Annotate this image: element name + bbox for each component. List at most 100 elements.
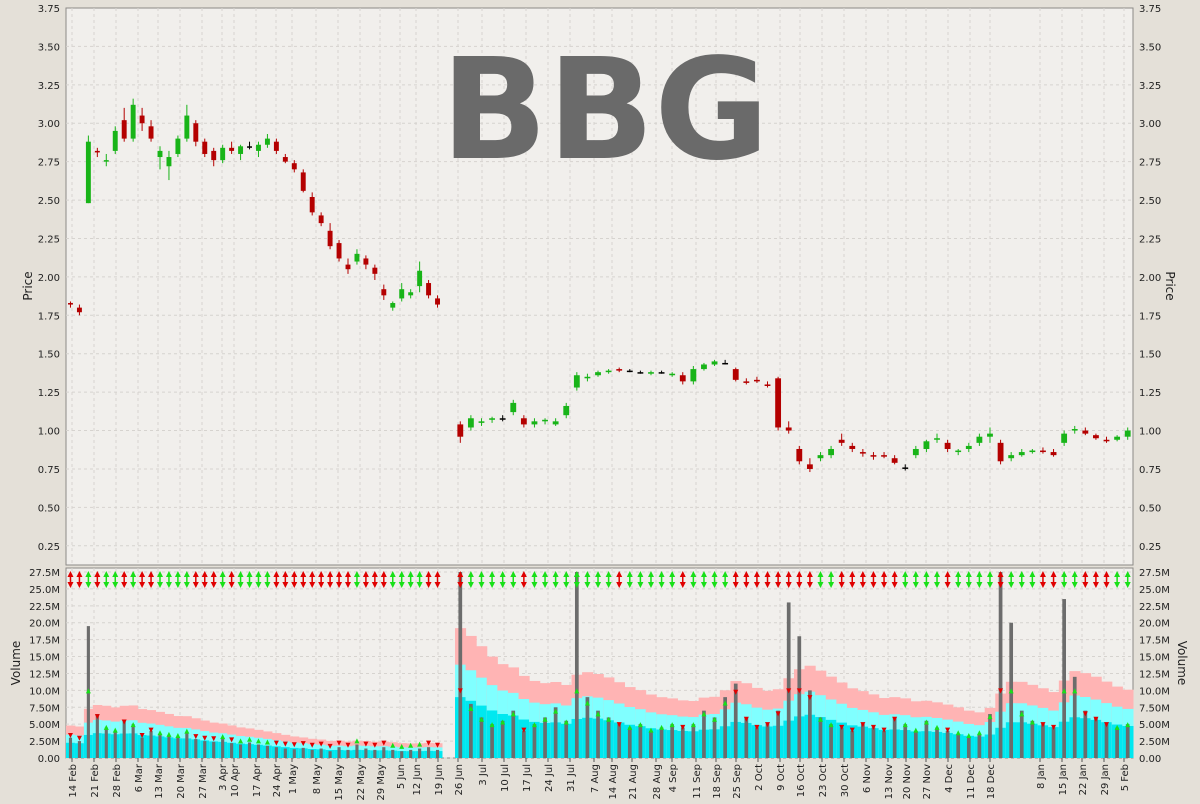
price-tick-label: 1.50 xyxy=(38,350,60,361)
signal-marker-down-arrow xyxy=(849,582,856,588)
signal-marker-down-arrow xyxy=(658,582,665,588)
volume-bar xyxy=(479,717,484,758)
date-tick-label: 4 Sep xyxy=(668,764,679,792)
signal-marker-down-arrow xyxy=(165,582,172,588)
signal-marker xyxy=(166,731,172,737)
signal-marker-down-arrow xyxy=(362,582,369,588)
candle-body xyxy=(701,364,707,370)
date-tick-label: 27 Nov xyxy=(922,764,933,800)
candle-body xyxy=(987,433,993,437)
signal-marker xyxy=(913,727,919,733)
signal-marker xyxy=(130,722,136,728)
signal-marker xyxy=(743,716,749,722)
price-tick-label: 3.50 xyxy=(1139,42,1161,53)
volume-bar xyxy=(355,744,359,758)
date-tick-label: 20 Nov xyxy=(902,764,913,800)
signal-marker-down-arrow xyxy=(1018,582,1025,588)
date-tick-label: 5 Jun xyxy=(396,764,407,789)
price-tick-label: 2.25 xyxy=(38,234,60,245)
signal-marker-up-arrow xyxy=(1092,571,1099,577)
signal-marker-down-arrow xyxy=(669,582,676,588)
signal-marker-down-arrow xyxy=(976,582,983,588)
candle-body xyxy=(934,438,940,440)
signal-marker-down-arrow xyxy=(785,582,792,588)
volume-bar xyxy=(149,730,153,758)
price-axis-label-left: Price xyxy=(21,271,35,300)
signal-marker xyxy=(680,724,686,730)
candle-body xyxy=(616,369,623,371)
signal-marker-up-arrow xyxy=(955,571,962,577)
volume-bar xyxy=(194,739,198,758)
candle-body xyxy=(130,104,136,139)
date-axis: 14 Feb 21 Feb 28 Feb 6 Mar 13 Mar 20 Mar 27 Ma… xyxy=(68,758,1131,801)
candle-body xyxy=(202,141,208,154)
price-tick-label: 0.25 xyxy=(1139,542,1161,553)
signal-marker xyxy=(489,722,495,728)
volume-bar xyxy=(977,734,982,758)
signal-marker xyxy=(712,716,718,722)
date-tick-label: 14 Feb xyxy=(68,764,79,798)
signal-marker-down-arrow xyxy=(300,582,307,588)
signal-marker-up-arrow xyxy=(291,571,298,577)
candle-body xyxy=(478,421,485,423)
volume-bar xyxy=(158,734,162,758)
signal-marker-up-arrow xyxy=(489,571,496,577)
signal-marker-down-arrow xyxy=(563,582,570,588)
volume-bar xyxy=(829,724,833,758)
signal-marker-up-arrow xyxy=(425,571,432,577)
signal-marker-up-arrow xyxy=(849,571,856,577)
volume-tick-label: 15.0M xyxy=(1139,653,1170,664)
volume-bar xyxy=(574,572,579,758)
candle-body xyxy=(426,283,432,296)
candle-body xyxy=(584,376,591,379)
signal-marker xyxy=(945,727,951,733)
signal-marker-up-arrow xyxy=(902,571,909,577)
signal-marker-down-arrow xyxy=(679,582,686,588)
signal-marker-up-arrow xyxy=(912,571,919,577)
volume-bar xyxy=(1104,724,1109,758)
signal-marker xyxy=(786,688,792,694)
date-tick-label: 15 Jan xyxy=(1058,764,1069,795)
candle-body xyxy=(399,289,405,299)
volume-bar xyxy=(212,741,216,758)
signal-marker-down-arrow xyxy=(94,582,101,588)
volume-bar xyxy=(744,717,749,758)
signal-marker-up-arrow xyxy=(398,571,405,577)
signal-marker-down-arrow xyxy=(1050,582,1057,588)
signal-marker-up-arrow xyxy=(573,571,580,577)
signal-marker-up-arrow xyxy=(828,571,835,577)
signal-marker-down-arrow xyxy=(336,582,343,588)
signal-marker-down-arrow xyxy=(859,582,866,588)
signal-marker xyxy=(381,740,387,746)
signal-marker-down-arrow xyxy=(1114,582,1121,588)
signal-marker-up-arrow xyxy=(616,571,623,577)
volume-bar xyxy=(627,727,632,758)
volume-bar xyxy=(230,743,234,758)
signal-marker xyxy=(148,727,154,733)
signal-marker-up-arrow xyxy=(282,571,289,577)
signal-marker-up-arrow xyxy=(690,571,697,577)
date-tick-label: 21 Feb xyxy=(90,764,101,798)
date-tick-label: 5 Feb xyxy=(1120,764,1131,791)
candle-body xyxy=(944,442,951,449)
date-tick-label: 13 Nov xyxy=(884,764,895,800)
candle-body xyxy=(327,230,333,247)
signal-marker-down-arrow xyxy=(965,582,972,588)
candle-body xyxy=(68,303,73,305)
volume-bar xyxy=(564,720,569,758)
signal-marker-up-arrow xyxy=(148,571,155,577)
signal-marker-up-arrow xyxy=(891,571,898,577)
volume-bar xyxy=(95,714,99,758)
signal-marker xyxy=(157,730,163,736)
signal-marker xyxy=(966,733,972,739)
signal-marker-up-arrow xyxy=(1082,571,1089,577)
signal-marker-down-arrow xyxy=(722,582,729,588)
candle-body xyxy=(838,439,845,443)
signal-marker-down-arrow xyxy=(345,582,351,588)
signal-marker-down-arrow xyxy=(542,582,549,588)
signal-marker xyxy=(468,705,474,711)
signal-marker xyxy=(669,722,675,728)
candle-body xyxy=(637,372,644,374)
signal-marker-up-arrow xyxy=(700,571,707,577)
volume-bar xyxy=(176,737,180,758)
